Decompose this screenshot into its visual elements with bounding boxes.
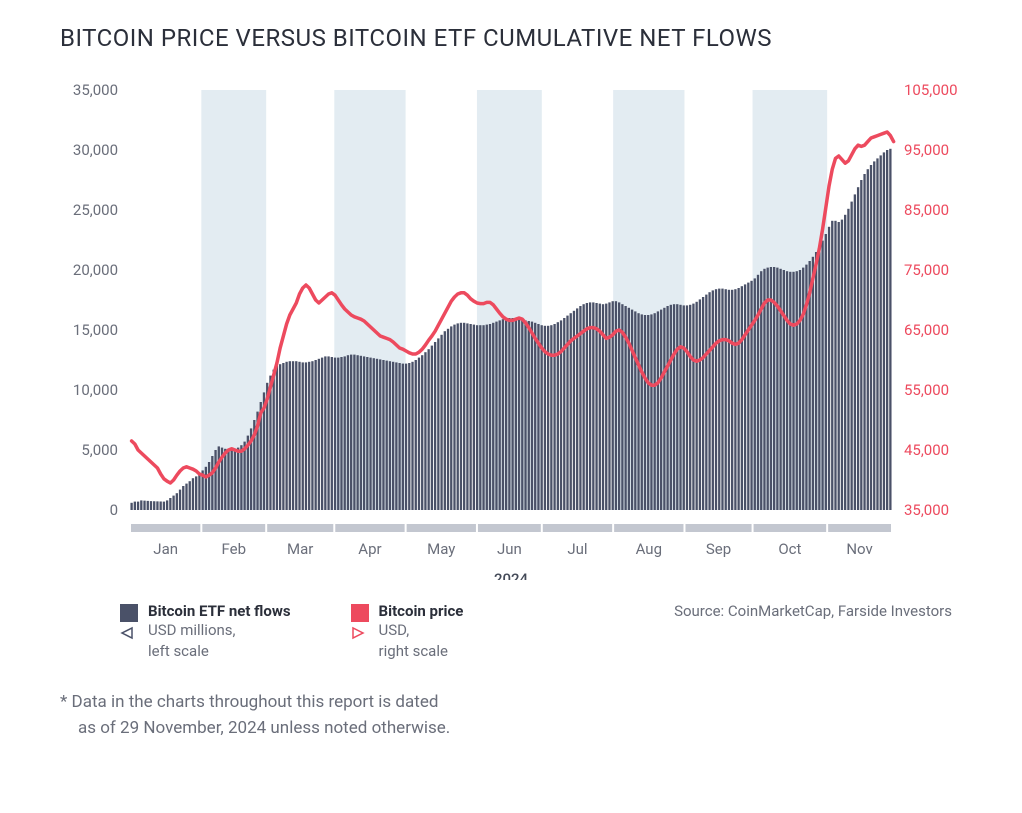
svg-text:Jul: Jul [567, 540, 587, 558]
svg-text:5,000: 5,000 [81, 441, 118, 459]
legend-sub-price-1: USD, [379, 620, 464, 641]
svg-text:Sep: Sep [706, 540, 731, 558]
month-labels: Jan Feb Mar Apr May Jun Jul Aug Sep Oct Nov [153, 540, 872, 558]
svg-text:Oct: Oct [778, 540, 801, 558]
footnote: * Data in the charts throughout this rep… [60, 690, 962, 741]
legend-sub-price-2: right scale [379, 641, 464, 662]
month-ticks [131, 524, 891, 532]
svg-text:30,000: 30,000 [73, 141, 118, 159]
legend-item-price: Bitcoin price USD, right scale [351, 602, 464, 662]
legend-sub-etf-1: USD millions, [148, 620, 291, 641]
svg-text:55,000: 55,000 [904, 381, 949, 399]
svg-text:65,000: 65,000 [904, 321, 949, 339]
svg-text:Aug: Aug [636, 540, 662, 558]
legend-sub-etf-2: left scale [148, 641, 291, 662]
svg-text:Jun: Jun [497, 540, 522, 558]
page: BITCOIN PRICE VERSUS BITCOIN ETF CUMULAT… [0, 0, 1022, 813]
svg-text:Jan: Jan [153, 540, 178, 558]
svg-text:0: 0 [110, 501, 118, 519]
chart-title: BITCOIN PRICE VERSUS BITCOIN ETF CUMULAT… [60, 24, 962, 52]
svg-text:35,000: 35,000 [73, 81, 118, 99]
legend-item-etf: Bitcoin ETF net flows USD millions, left… [120, 602, 291, 662]
source-text: Source: CoinMarketCap, Farside Investors [674, 602, 962, 620]
svg-text:20,000: 20,000 [73, 261, 118, 279]
svg-text:85,000: 85,000 [904, 201, 949, 219]
legend-row: Bitcoin ETF net flows USD millions, left… [60, 602, 962, 662]
svg-text:10,000: 10,000 [73, 381, 118, 399]
svg-text:35,000: 35,000 [904, 501, 949, 519]
svg-text:25,000: 25,000 [73, 201, 118, 219]
svg-text:Feb: Feb [222, 540, 247, 558]
svg-text:105,000: 105,000 [904, 81, 958, 99]
svg-text:Nov: Nov [846, 540, 872, 558]
svg-text:Mar: Mar [287, 540, 313, 558]
footnote-line-2: as of 29 November, 2024 unless noted oth… [60, 716, 962, 742]
svg-text:45,000: 45,000 [904, 441, 949, 459]
y-axis-right: 35,000 45,000 55,000 65,000 75,000 85,000 95,0… [904, 81, 958, 519]
svg-text:15,000: 15,000 [73, 321, 118, 339]
y-axis-left: 0 5,000 10,000 15,000 20,000 25,000 30,000 35,0… [73, 81, 118, 519]
x-year-label: 2024 [494, 570, 529, 580]
svg-text:May: May [427, 540, 455, 558]
right-triangle-icon [351, 626, 365, 640]
chart-container: 0 5,000 10,000 15,000 20,000 25,000 30,000 35,0… [60, 80, 962, 580]
legend-name-price: Bitcoin price [379, 602, 464, 620]
legend-swatch-etf [120, 604, 138, 622]
left-triangle-icon [120, 626, 134, 640]
legend-name-etf: Bitcoin ETF net flows [148, 602, 291, 620]
svg-text:75,000: 75,000 [904, 261, 949, 279]
combo-chart: 0 5,000 10,000 15,000 20,000 25,000 30,000 35,0… [60, 80, 962, 580]
svg-text:95,000: 95,000 [904, 141, 949, 159]
footnote-line-1: * Data in the charts throughout this rep… [60, 690, 962, 716]
svg-text:Apr: Apr [358, 540, 381, 558]
legend-swatch-price [351, 604, 369, 622]
